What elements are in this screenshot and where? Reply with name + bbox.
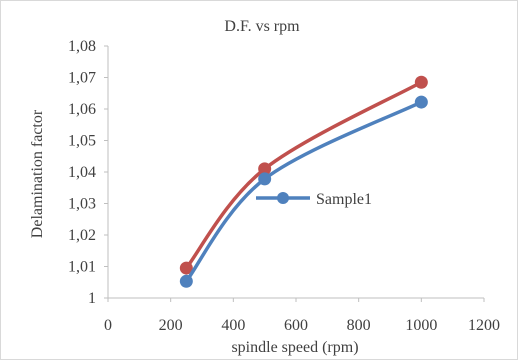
x-tick-label: 1200 [468,317,500,334]
x-axis-label: spindle speed (rpm) [231,339,358,356]
data-point [414,95,428,109]
x-tick-label: 0 [104,317,112,334]
data-point [414,75,428,89]
x-tick-label: 800 [347,317,371,334]
data-point [258,162,272,176]
y-tick-label: 1,08 [68,38,96,55]
y-tick-label: 1,01 [68,259,96,276]
chart-title: D.F. vs rpm [224,18,300,35]
data-point [258,172,272,186]
x-tick-label: 400 [221,317,245,334]
data-point [179,261,193,275]
legend-label: Sample1 [316,191,372,208]
series-line-2 [184,100,424,284]
y-tick-label: 1,04 [68,164,96,181]
y-tick-label: 1,06 [68,101,96,118]
y-axis-label: Delamination factor [29,109,46,238]
y-tick-label: 1,03 [68,196,96,213]
plot-area: 1 1,01 1,02 1,03 1,04 1,05 1,06 1,07 1,08 0 200 400… [68,38,500,334]
data-point [179,274,193,288]
y-tick-label: 1,05 [68,133,96,150]
y-tick-label: 1,07 [68,70,96,87]
y-tick-label: 1,02 [68,227,96,244]
y-tick-label: 1 [88,290,96,307]
legend-marker [277,192,289,204]
series-line-1 [184,80,424,270]
x-tick-label: 600 [284,317,308,334]
x-tick-label: 200 [159,317,183,334]
x-tick-label: 1000 [405,317,437,334]
